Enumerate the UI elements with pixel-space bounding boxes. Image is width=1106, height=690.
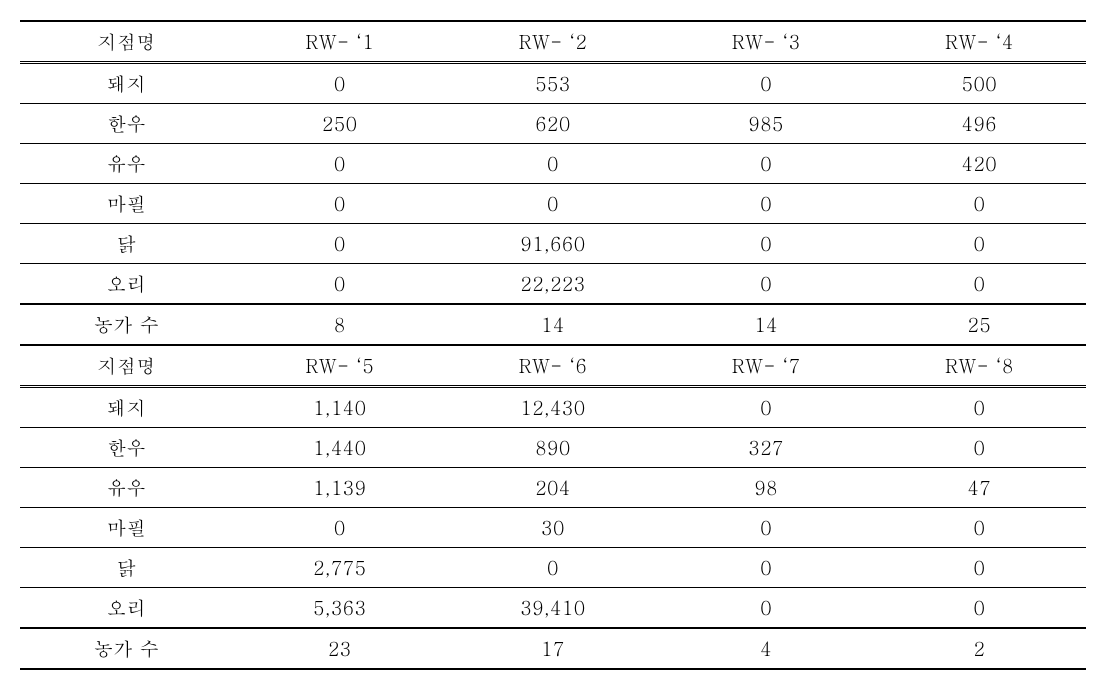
cell: 0 — [660, 184, 873, 224]
header-cell: RW- ‘5 — [233, 345, 446, 387]
cell: 420 — [873, 144, 1086, 184]
header-cell: RW- ‘7 — [660, 345, 873, 387]
cell: 23 — [233, 628, 446, 669]
cell: 890 — [446, 428, 659, 468]
header-cell: RW- ‘6 — [446, 345, 659, 387]
header-cell: 지점명 — [20, 345, 233, 387]
cell: 12,430 — [446, 387, 659, 428]
cell: 17 — [446, 628, 659, 669]
cell: 1,139 — [233, 468, 446, 508]
table-row: 오리 0 22,223 0 0 — [20, 264, 1086, 305]
cell: 0 — [873, 264, 1086, 305]
row-label: 마필 — [20, 508, 233, 548]
cell: 2,775 — [233, 548, 446, 588]
table-row: 닭 2,775 0 0 0 — [20, 548, 1086, 588]
table-row: 돼지 1,140 12,430 0 0 — [20, 387, 1086, 428]
row-label: 농가 수 — [20, 628, 233, 669]
table-row: 마필 0 30 0 0 — [20, 508, 1086, 548]
cell: 500 — [873, 63, 1086, 104]
row-label: 유우 — [20, 144, 233, 184]
cell: 250 — [233, 104, 446, 144]
table-row: 한우 1,440 890 327 0 — [20, 428, 1086, 468]
table-row: 닭 0 91,660 0 0 — [20, 224, 1086, 264]
cell: 0 — [446, 184, 659, 224]
cell: 204 — [446, 468, 659, 508]
cell: 0 — [873, 548, 1086, 588]
cell: 0 — [660, 548, 873, 588]
header-cell: RW- ‘1 — [233, 21, 446, 63]
row-label: 마필 — [20, 184, 233, 224]
cell: 553 — [446, 63, 659, 104]
header-cell: RW- ‘8 — [873, 345, 1086, 387]
cell: 0 — [233, 264, 446, 305]
row-label: 한우 — [20, 428, 233, 468]
row-label: 유우 — [20, 468, 233, 508]
cell: 1,440 — [233, 428, 446, 468]
table-row: 돼지 0 553 0 500 — [20, 63, 1086, 104]
cell: 1,140 — [233, 387, 446, 428]
table-row: 마필 0 0 0 0 — [20, 184, 1086, 224]
cell: 14 — [660, 304, 873, 345]
cell: 0 — [233, 224, 446, 264]
table-row: 한우 250 620 985 496 — [20, 104, 1086, 144]
cell: 0 — [446, 548, 659, 588]
table-header-row: 지점명 RW- ‘1 RW- ‘2 RW- ‘3 RW- ‘4 — [20, 21, 1086, 63]
table-row: 유우 1,139 204 98 47 — [20, 468, 1086, 508]
cell: 0 — [660, 588, 873, 629]
cell: 0 — [873, 184, 1086, 224]
table-row: 유우 0 0 0 420 — [20, 144, 1086, 184]
header-cell: RW- ‘2 — [446, 21, 659, 63]
cell: 0 — [446, 144, 659, 184]
cell: 0 — [660, 387, 873, 428]
row-label: 한우 — [20, 104, 233, 144]
cell: 14 — [446, 304, 659, 345]
table-row: 농가 수 8 14 14 25 — [20, 304, 1086, 345]
row-label: 돼지 — [20, 387, 233, 428]
cell: 620 — [446, 104, 659, 144]
cell: 0 — [873, 588, 1086, 629]
cell: 0 — [660, 264, 873, 305]
header-cell: RW- ‘4 — [873, 21, 1086, 63]
cell: 0 — [233, 508, 446, 548]
table-row: 농가 수 23 17 4 2 — [20, 628, 1086, 669]
cell: 327 — [660, 428, 873, 468]
data-table: 지점명 RW- ‘1 RW- ‘2 RW- ‘3 RW- ‘4 돼지 0 553… — [20, 20, 1086, 670]
row-label: 농가 수 — [20, 304, 233, 345]
cell: 4 — [660, 628, 873, 669]
cell: 0 — [660, 224, 873, 264]
cell: 5,363 — [233, 588, 446, 629]
cell: 25 — [873, 304, 1086, 345]
cell: 0 — [873, 508, 1086, 548]
row-label: 닭 — [20, 548, 233, 588]
cell: 0 — [873, 224, 1086, 264]
row-label: 닭 — [20, 224, 233, 264]
cell: 39,410 — [446, 588, 659, 629]
table-container: 지점명 RW- ‘1 RW- ‘2 RW- ‘3 RW- ‘4 돼지 0 553… — [20, 20, 1086, 670]
header-cell: 지점명 — [20, 21, 233, 63]
cell: 47 — [873, 468, 1086, 508]
cell: 0 — [660, 144, 873, 184]
cell: 0 — [233, 144, 446, 184]
cell: 0 — [660, 508, 873, 548]
header-cell: RW- ‘3 — [660, 21, 873, 63]
cell: 2 — [873, 628, 1086, 669]
cell: 91,660 — [446, 224, 659, 264]
cell: 22,223 — [446, 264, 659, 305]
cell: 98 — [660, 468, 873, 508]
cell: 8 — [233, 304, 446, 345]
row-label: 돼지 — [20, 63, 233, 104]
table-row: 오리 5,363 39,410 0 0 — [20, 588, 1086, 629]
cell: 0 — [233, 184, 446, 224]
cell: 0 — [660, 63, 873, 104]
table-header-row: 지점명 RW- ‘5 RW- ‘6 RW- ‘7 RW- ‘8 — [20, 345, 1086, 387]
row-label: 오리 — [20, 588, 233, 629]
cell: 985 — [660, 104, 873, 144]
row-label: 오리 — [20, 264, 233, 305]
cell: 30 — [446, 508, 659, 548]
cell: 0 — [873, 387, 1086, 428]
cell: 0 — [873, 428, 1086, 468]
cell: 0 — [233, 63, 446, 104]
cell: 496 — [873, 104, 1086, 144]
